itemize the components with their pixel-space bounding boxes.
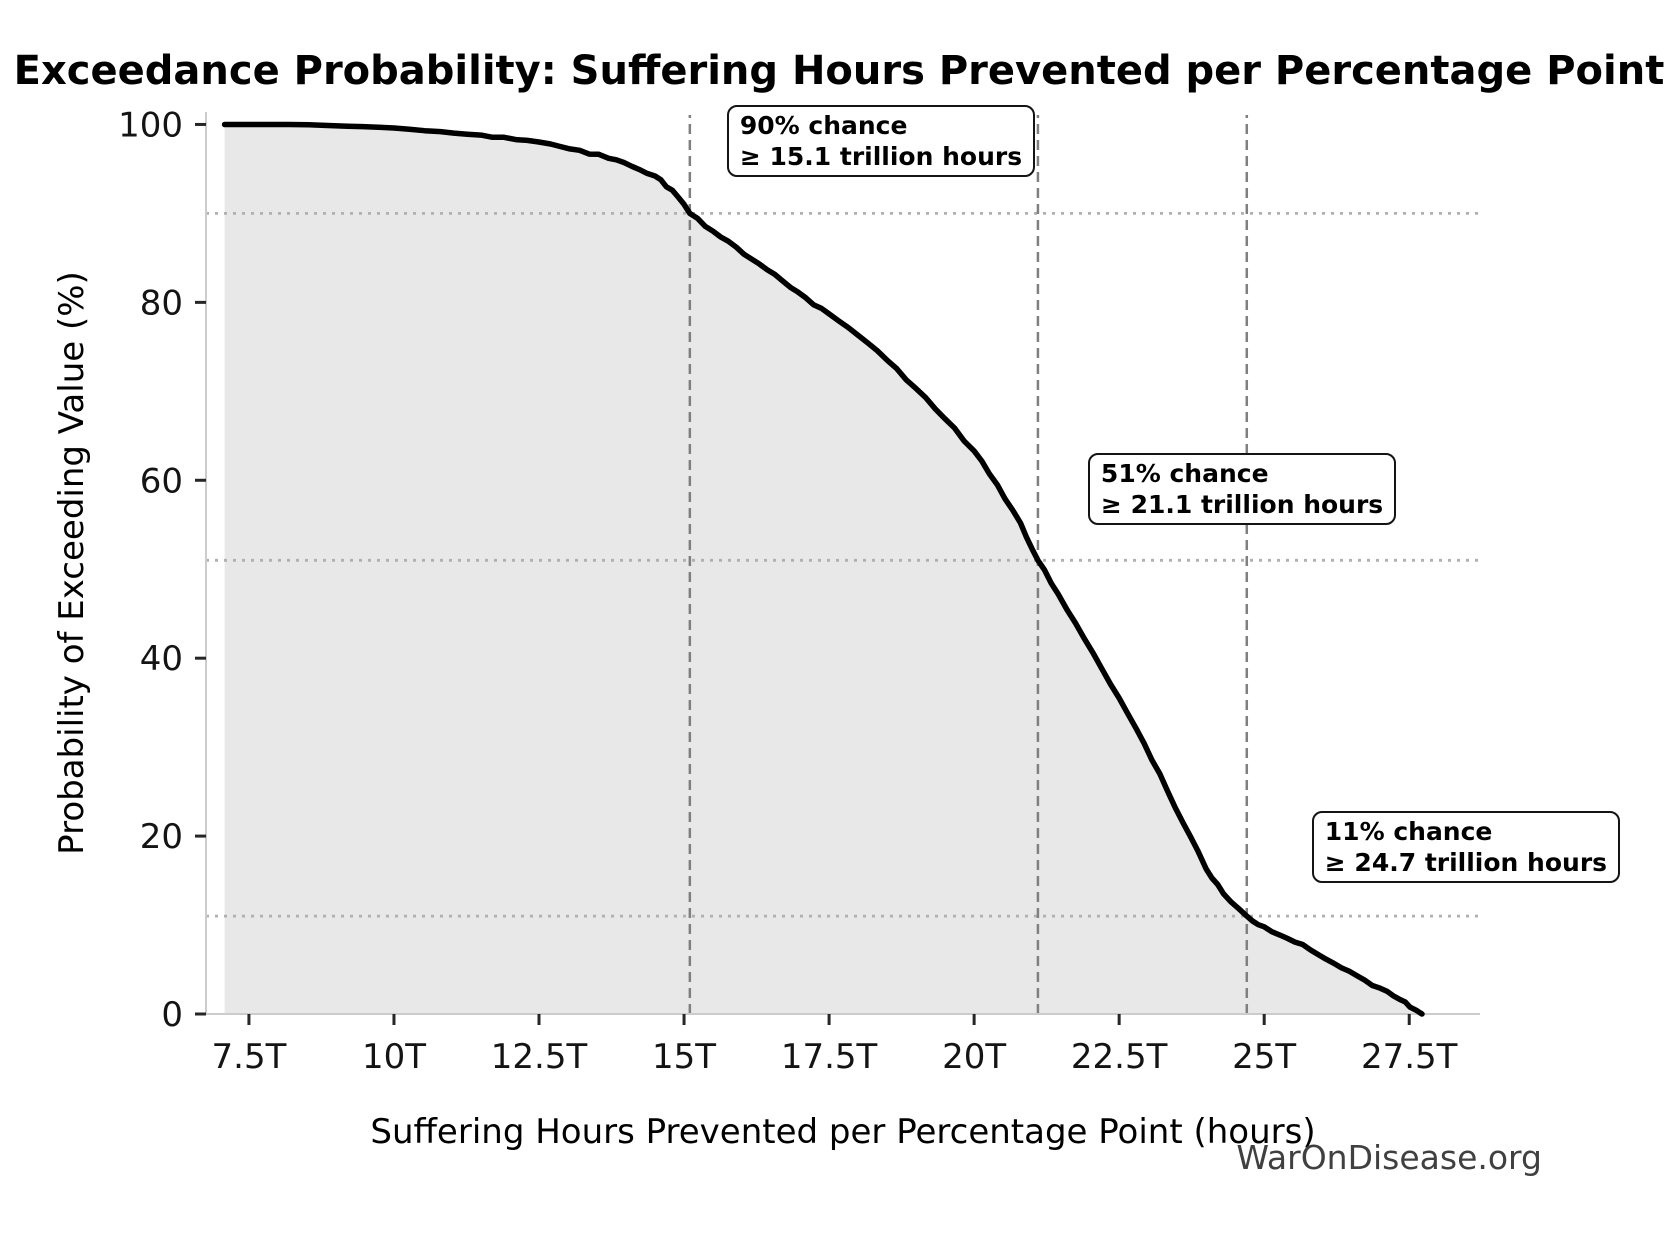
annotation-line1: 90% chance — [739, 111, 908, 141]
x-tick-label-27.5T: 27.5T — [1361, 1037, 1458, 1077]
exceedance-curve — [221, 121, 1425, 1017]
y-tick-label-100: 100 — [118, 105, 183, 145]
annotation-line2: ≥ 24.7 trillion hours — [1324, 848, 1608, 878]
x-axis-label: Suffering Hours Prevented per Percentage… — [370, 1112, 1316, 1152]
chart-title: Exceedance Probability: Suffering Hours … — [13, 48, 1665, 94]
annotation-line1: 51% chance — [1100, 459, 1269, 489]
y-tick-label-60: 60 — [140, 461, 183, 501]
y-tick-label-80: 80 — [140, 283, 183, 323]
curve-fill-area — [224, 124, 1423, 1014]
annotation-line2: ≥ 15.1 trillion hours — [739, 142, 1023, 172]
x-tick-label-22.5T: 22.5T — [1071, 1037, 1168, 1077]
y-tick-label-40: 40 — [140, 639, 183, 679]
y-tick-label-0: 0 — [161, 995, 183, 1035]
x-tick-label-20T: 20T — [942, 1037, 1006, 1077]
x-tick-label-12.5T: 12.5T — [491, 1037, 588, 1077]
x-tick-label-17.5T: 17.5T — [781, 1037, 878, 1077]
y-tick-label-20: 20 — [140, 817, 183, 857]
x-tick-label-25T: 25T — [1232, 1037, 1296, 1077]
annotation-90-percent: 90% chance ≥ 15.1 trillion hours — [726, 105, 1036, 178]
watermark: WarOnDisease.org — [1236, 1138, 1542, 1177]
annotation-11-percent: 11% chance ≥ 24.7 trillion hours — [1311, 811, 1621, 884]
x-tick-label-15T: 15T — [652, 1037, 716, 1077]
x-tick-label-10T: 10T — [362, 1037, 426, 1077]
annotation-line1: 11% chance — [1324, 817, 1493, 847]
x-tick-label-7.5T: 7.5T — [212, 1037, 287, 1077]
annotation-51-percent: 51% chance ≥ 21.1 trillion hours — [1087, 453, 1397, 526]
annotation-line2: ≥ 21.1 trillion hours — [1100, 490, 1384, 520]
